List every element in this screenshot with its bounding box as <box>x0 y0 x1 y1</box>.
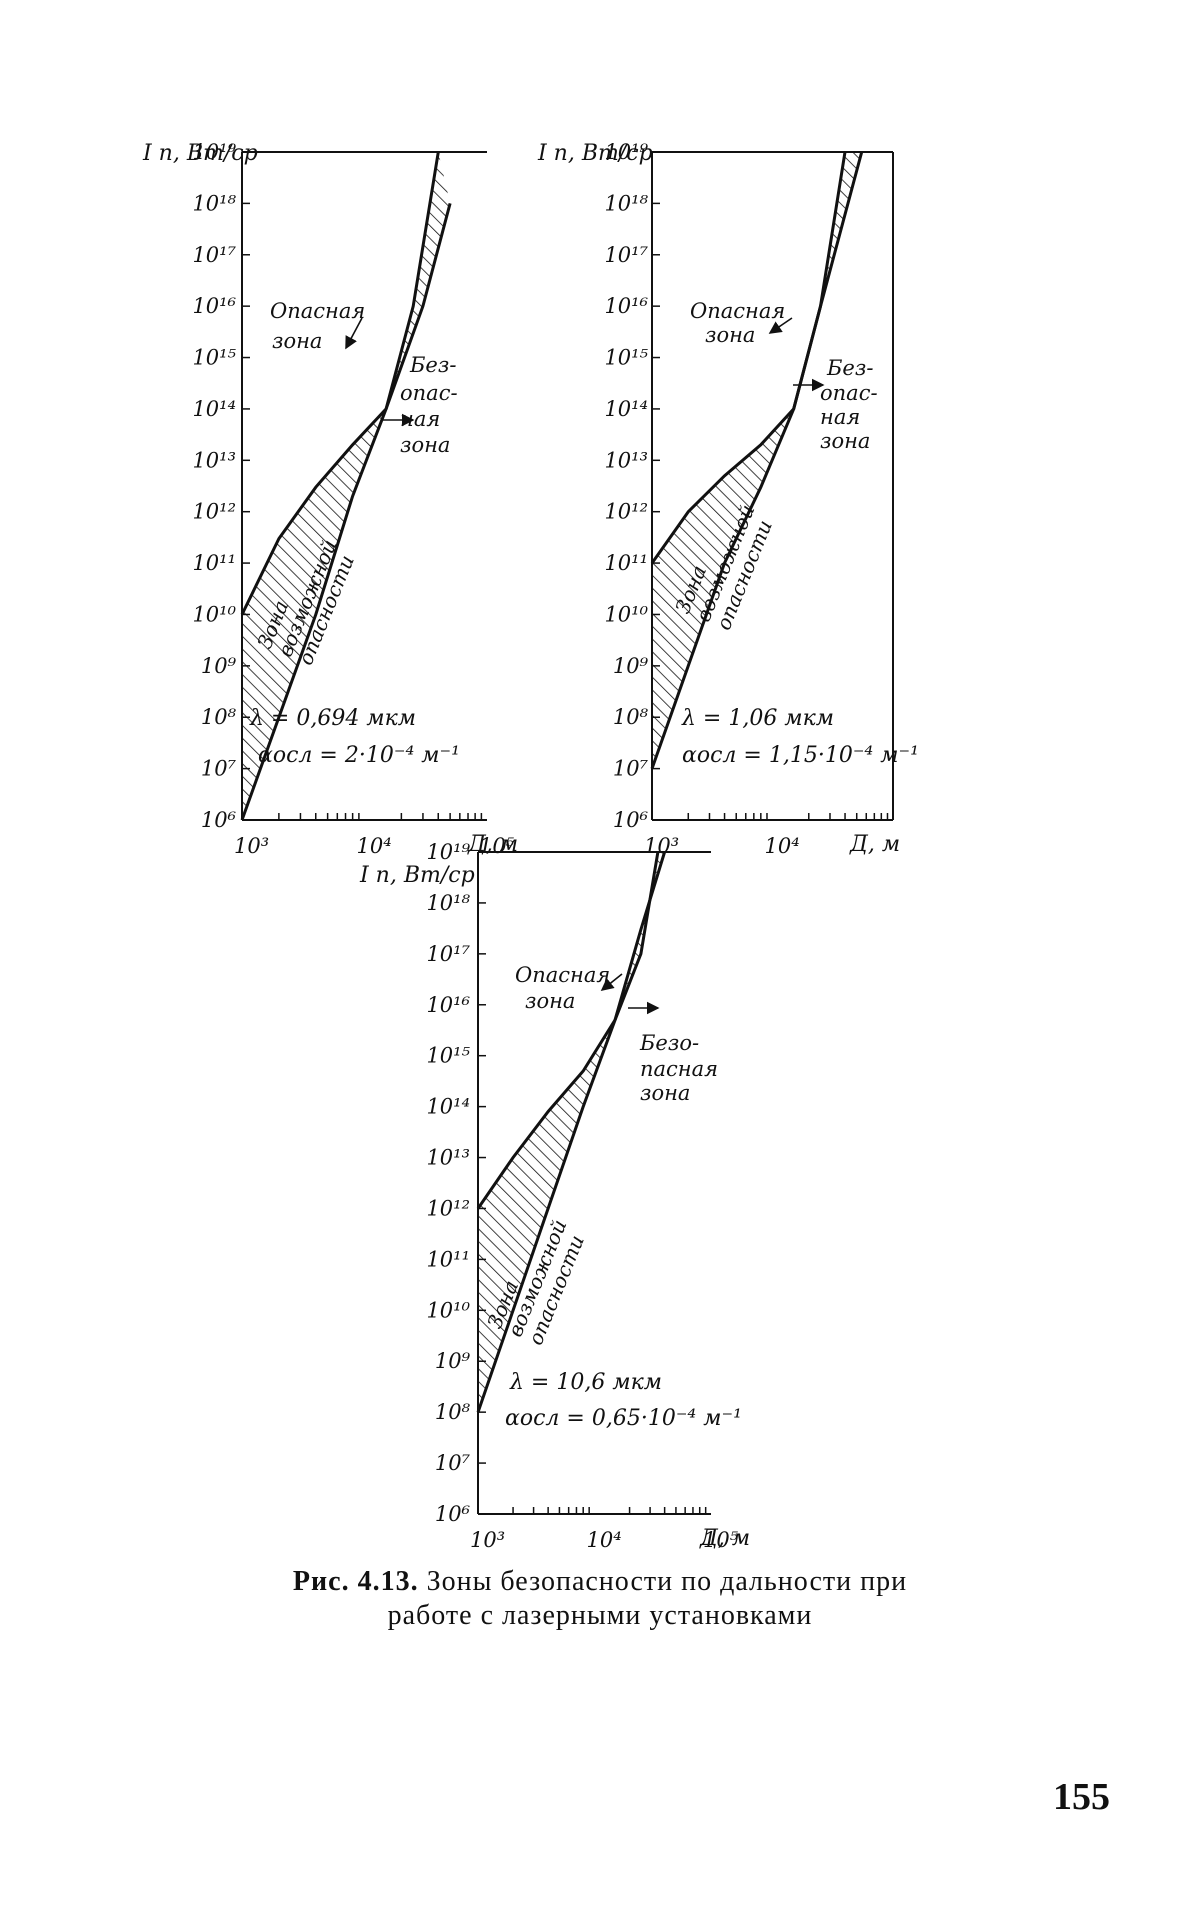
dangerous-zone-label: Опасная <box>690 299 785 323</box>
y-tick-label: 10¹⁸ <box>426 891 470 915</box>
y-tick-label: 10⁶ <box>201 808 237 832</box>
y-tick-label: 10⁷ <box>201 757 237 781</box>
y-tick-label: 10⁸ <box>613 705 649 729</box>
upper-boundary-line <box>476 851 660 1210</box>
x-axis-label: Д, м <box>699 1526 750 1551</box>
y-tick-label: 10¹⁵ <box>604 346 648 370</box>
y-tick-label: 10⁹ <box>201 654 237 678</box>
y-axis-label: I п, Вт/ср <box>359 863 475 888</box>
y-tick-label: 10¹⁹ <box>426 840 470 864</box>
y-tick-label: 10⁷ <box>435 1451 471 1475</box>
wavelength-label: λ = 10,6 мкм <box>509 1370 662 1395</box>
y-tick-label: 10¹⁰ <box>604 602 648 626</box>
dangerous-zone-label: зона <box>705 323 755 347</box>
y-tick-label: 10⁸ <box>201 705 237 729</box>
figure-caption-text-1: Зоны безопасности по дальности при <box>426 1566 908 1597</box>
y-tick-label: 10¹⁰ <box>426 1298 470 1322</box>
y-tick-label: 10¹³ <box>192 448 236 472</box>
y-tick-label: 10⁶ <box>435 1502 471 1526</box>
safe-zone-label: опас- <box>400 381 458 405</box>
x-tick-label: 10⁵ <box>479 834 515 858</box>
dangerous-zone-label: зона <box>272 329 322 353</box>
safe-zone-label: Без- <box>409 353 456 377</box>
attenuation-label: αосл = 0,65·10⁻⁴ м⁻¹ <box>505 1406 742 1431</box>
y-tick-label: 10¹⁶ <box>426 993 470 1017</box>
x-tick-label: 10⁴ <box>357 834 392 858</box>
y-tick-label: 10¹⁵ <box>426 1044 470 1068</box>
dangerous-zone-arrow <box>345 317 363 350</box>
y-tick-label: 10¹⁴ <box>192 397 236 421</box>
figure-caption-label: Рис. 4.13. <box>292 1566 419 1597</box>
y-tick-label: 10¹⁵ <box>192 346 236 370</box>
y-tick-label: 10¹¹ <box>604 551 648 575</box>
safe-zone-label: пасная <box>640 1057 718 1081</box>
y-tick-label: 10¹² <box>426 1196 470 1220</box>
safe-zone-label: опас- <box>820 381 878 405</box>
x-axis-label: Д, м <box>467 832 518 857</box>
lower-boundary-line <box>240 203 452 821</box>
possible-danger-zone-fill <box>652 152 862 769</box>
y-tick-label: 10¹⁹ <box>604 140 648 164</box>
figure-caption-line-2: работе с лазерными установками <box>0 1600 1200 1632</box>
dangerous-zone-arrow <box>768 317 793 334</box>
y-tick-label: 10¹⁸ <box>192 191 236 215</box>
y-tick-label: 10¹⁸ <box>604 191 648 215</box>
x-tick-label: 10³ <box>470 1528 505 1552</box>
y-axis-label: I п, Вт/ср <box>142 141 258 166</box>
y-tick-label: 10¹⁰ <box>192 602 236 626</box>
y-tick-label: 10¹¹ <box>192 551 236 575</box>
x-tick-label: 10³ <box>234 834 269 858</box>
chart-lambda-106um: 10⁶ 10⁷ 10⁸ 10⁹ 10¹⁰ 10¹¹ 10¹² 10¹³ 10¹⁴ 10¹⁵ 10¹⁶… <box>359 840 750 1552</box>
lower-boundary-line <box>650 151 864 770</box>
y-tick-label: 10¹⁶ <box>192 294 236 318</box>
safe-zone-label: Безо- <box>639 1031 699 1055</box>
x-axis-label: Д, м <box>849 832 900 857</box>
y-tick-label: 10⁶ <box>613 808 649 832</box>
y-tick-label: 10¹⁹ <box>192 140 236 164</box>
y-tick-label: 10⁹ <box>613 654 649 678</box>
y-axis-label: I п, Вт/ср <box>537 141 653 166</box>
safe-zone-label: зона <box>820 429 870 453</box>
dangerous-zone-label: Опасная <box>270 299 365 323</box>
x-tick-label: 10⁴ <box>587 1528 622 1552</box>
y-tick-label: 10¹⁷ <box>604 243 648 267</box>
y-tick-label: 10¹⁷ <box>426 942 470 966</box>
upper-boundary-line <box>240 151 440 616</box>
y-tick-label: 10¹² <box>192 500 236 524</box>
chart-lambda-0694: 10⁶ 10⁷ 10⁸ 10⁹ 10¹⁰ 10¹¹ 10¹² 10¹³ 10¹⁴ 10¹⁵ 10¹⁶… <box>142 140 518 858</box>
y-tick-label: 10¹¹ <box>426 1247 470 1271</box>
dangerous-zone-label: зона <box>525 989 575 1013</box>
dangerous-zone-label: Опасная <box>515 963 610 987</box>
x-tick-label: 10⁴ <box>765 834 800 858</box>
figure-caption-line-1: Рис. 4.13. Зоны безопасности по дальност… <box>0 1566 1200 1598</box>
safe-zone-label: ная <box>820 405 860 429</box>
y-tick-label: 10¹⁶ <box>604 294 648 318</box>
y-tick-label: 10⁹ <box>435 1349 471 1373</box>
figure-caption-text-2: работе с лазерными установками <box>387 1600 813 1631</box>
possible-danger-zone-fill <box>242 152 451 820</box>
dangerous-zone-arrow <box>600 973 623 991</box>
y-tick-label: 10¹⁴ <box>604 397 648 421</box>
attenuation-label: αосл = 1,15·10⁻⁴ м⁻¹ <box>682 743 919 768</box>
wavelength-label: λ = 1,06 мкм <box>681 706 834 731</box>
safe-zone-label: зона <box>400 433 450 457</box>
safe-zone-label: Без- <box>826 356 873 380</box>
y-tick-label: 10⁸ <box>435 1400 471 1424</box>
chart-lambda-106: 10⁶ 10⁷ 10⁸ 10⁹ 10¹⁰ 10¹¹ 10¹² 10¹³ 10¹⁴ 10¹⁵ 10¹⁶… <box>537 140 919 858</box>
y-tick-label: 10¹⁴ <box>426 1095 470 1119</box>
y-tick-label: 10⁷ <box>613 757 649 781</box>
lower-boundary-line <box>476 851 667 1413</box>
safe-zone-label: зона <box>640 1081 690 1105</box>
page-number: 155 <box>1053 1776 1110 1818</box>
y-tick-label: 10¹² <box>604 500 648 524</box>
x-tick-label: 10⁵ <box>703 1528 739 1552</box>
safe-zone-label: ная <box>400 407 440 431</box>
y-tick-label: 10¹³ <box>604 448 648 472</box>
y-tick-label: 10¹³ <box>426 1146 470 1170</box>
y-tick-label: 10¹⁷ <box>192 243 236 267</box>
wavelength-label: λ = 0,694 мкм <box>249 706 416 731</box>
attenuation-label: αосл = 2·10⁻⁴ м⁻¹ <box>258 743 460 768</box>
